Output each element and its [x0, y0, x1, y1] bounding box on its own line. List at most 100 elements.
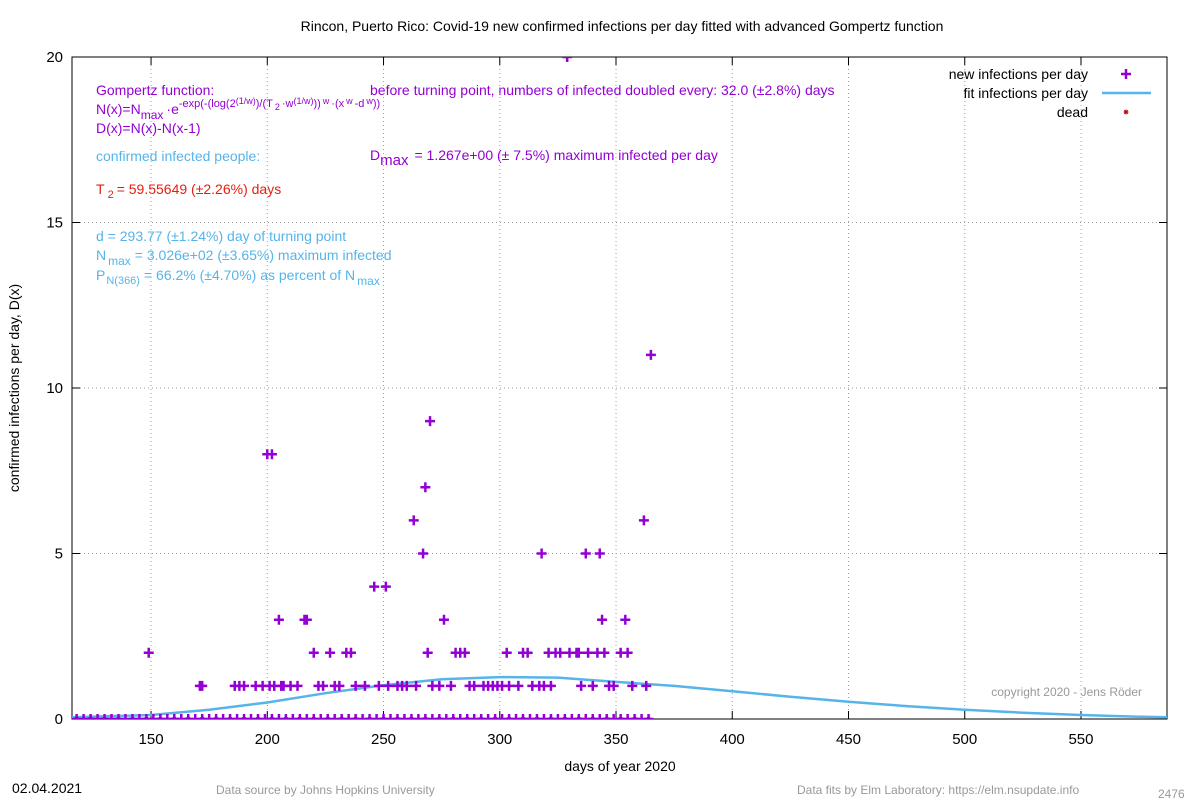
footer-id: 2476 [1158, 787, 1185, 800]
data-point [594, 548, 605, 559]
x-tick-label: 500 [952, 731, 977, 748]
data-point [359, 680, 370, 691]
x-axis-label: days of year 2020 [564, 758, 676, 774]
x-tick-label: 250 [371, 731, 396, 748]
data-point [622, 714, 633, 719]
data-point [99, 714, 110, 719]
legend-label: fit infections per day [963, 85, 1088, 101]
data-point [385, 714, 396, 719]
y-tick-label: 0 [55, 711, 63, 728]
data-point [566, 714, 577, 719]
data-point [211, 714, 222, 719]
data-point [601, 714, 612, 719]
data-point [148, 714, 159, 719]
data-point [422, 647, 433, 658]
x-tick-label: 300 [487, 731, 512, 748]
data-point [511, 714, 522, 719]
x-tick-label: 150 [139, 731, 164, 748]
annotation: D(x)=N(x)-N(x-1) [96, 120, 201, 136]
annotation: confirmed infected people: [96, 148, 260, 164]
data-point [438, 614, 449, 625]
data-point [141, 714, 152, 719]
x-tick-label: 450 [836, 731, 861, 748]
formula-part: (1/w) [293, 96, 313, 106]
data-point [615, 714, 626, 719]
data-point [318, 680, 329, 691]
data-point [418, 548, 429, 559]
x-tick-label: 200 [255, 731, 280, 748]
data-point [369, 581, 380, 592]
dmax-part: D [370, 147, 380, 163]
data-point [78, 714, 89, 719]
data-point [599, 647, 610, 658]
nmax-part: max [108, 254, 131, 268]
data-point [425, 416, 436, 427]
data-point [371, 714, 382, 719]
t2-part: T [96, 181, 105, 197]
data-point [373, 680, 384, 691]
data-point [545, 680, 556, 691]
formula-part: )) [313, 98, 320, 110]
formula-part: w [345, 96, 353, 106]
data-point [497, 714, 508, 719]
data-point [334, 680, 345, 691]
data-point [501, 647, 512, 658]
data-point [524, 714, 535, 719]
data-point [197, 680, 208, 691]
data-point [448, 714, 459, 719]
data-point [399, 714, 410, 719]
data-point [643, 714, 654, 719]
annotation: Gompertz function: [96, 82, 214, 98]
legend-label: dead [1057, 104, 1088, 120]
data-point [576, 680, 587, 691]
data-point [420, 482, 431, 493]
annotation: N(x)=Nmax ·e-exp(-(log(2(1/w))/(T 2 ·w(1/w)… [96, 96, 380, 122]
data-point [434, 714, 445, 719]
data-point [225, 714, 236, 719]
data-point [408, 515, 419, 526]
formula-part: 2 [275, 102, 280, 112]
data-point [143, 647, 154, 658]
data-point [252, 714, 263, 719]
x-tick-label: 550 [1068, 731, 1093, 748]
formula-part: )/(T [256, 98, 273, 110]
data-point [246, 714, 257, 719]
footer-fits: Data fits by Elm Laboratory: https://elm… [797, 783, 1079, 797]
data-point [562, 57, 573, 62]
data-point [594, 714, 605, 719]
data-point [587, 714, 598, 719]
data-point [232, 714, 243, 719]
data-point [469, 714, 480, 719]
legend-swatch [1123, 109, 1129, 115]
data-point [636, 714, 647, 719]
data-point [608, 714, 619, 719]
formula-part: w [365, 96, 373, 106]
data-point [301, 614, 312, 625]
data-point [169, 714, 180, 719]
data-point [259, 714, 270, 719]
nmax-part: = 3.026e+02 (±3.65%) maximum infected [135, 247, 392, 263]
y-tick-label: 15 [46, 215, 63, 232]
data-point [645, 349, 656, 360]
data-point [573, 647, 584, 658]
data-point [113, 714, 124, 719]
formula-part: ·e [166, 101, 179, 117]
data-point [364, 714, 375, 719]
data-point [559, 714, 570, 719]
y-axis-label: confirmed infections per day, D(x) [6, 284, 22, 492]
data-point [343, 714, 354, 719]
data-point [420, 714, 431, 719]
percent-part: = 66.2% (±4.70%) as percent of N [144, 267, 355, 283]
data-point [266, 714, 277, 719]
data-point [522, 647, 533, 658]
data-point [629, 714, 640, 719]
data-point [287, 714, 298, 719]
data-point [72, 714, 82, 719]
plot-area [72, 57, 1167, 719]
data-point [176, 714, 187, 719]
data-point [445, 680, 456, 691]
data-point [380, 581, 391, 592]
data-point [638, 515, 649, 526]
data-point [545, 714, 556, 719]
